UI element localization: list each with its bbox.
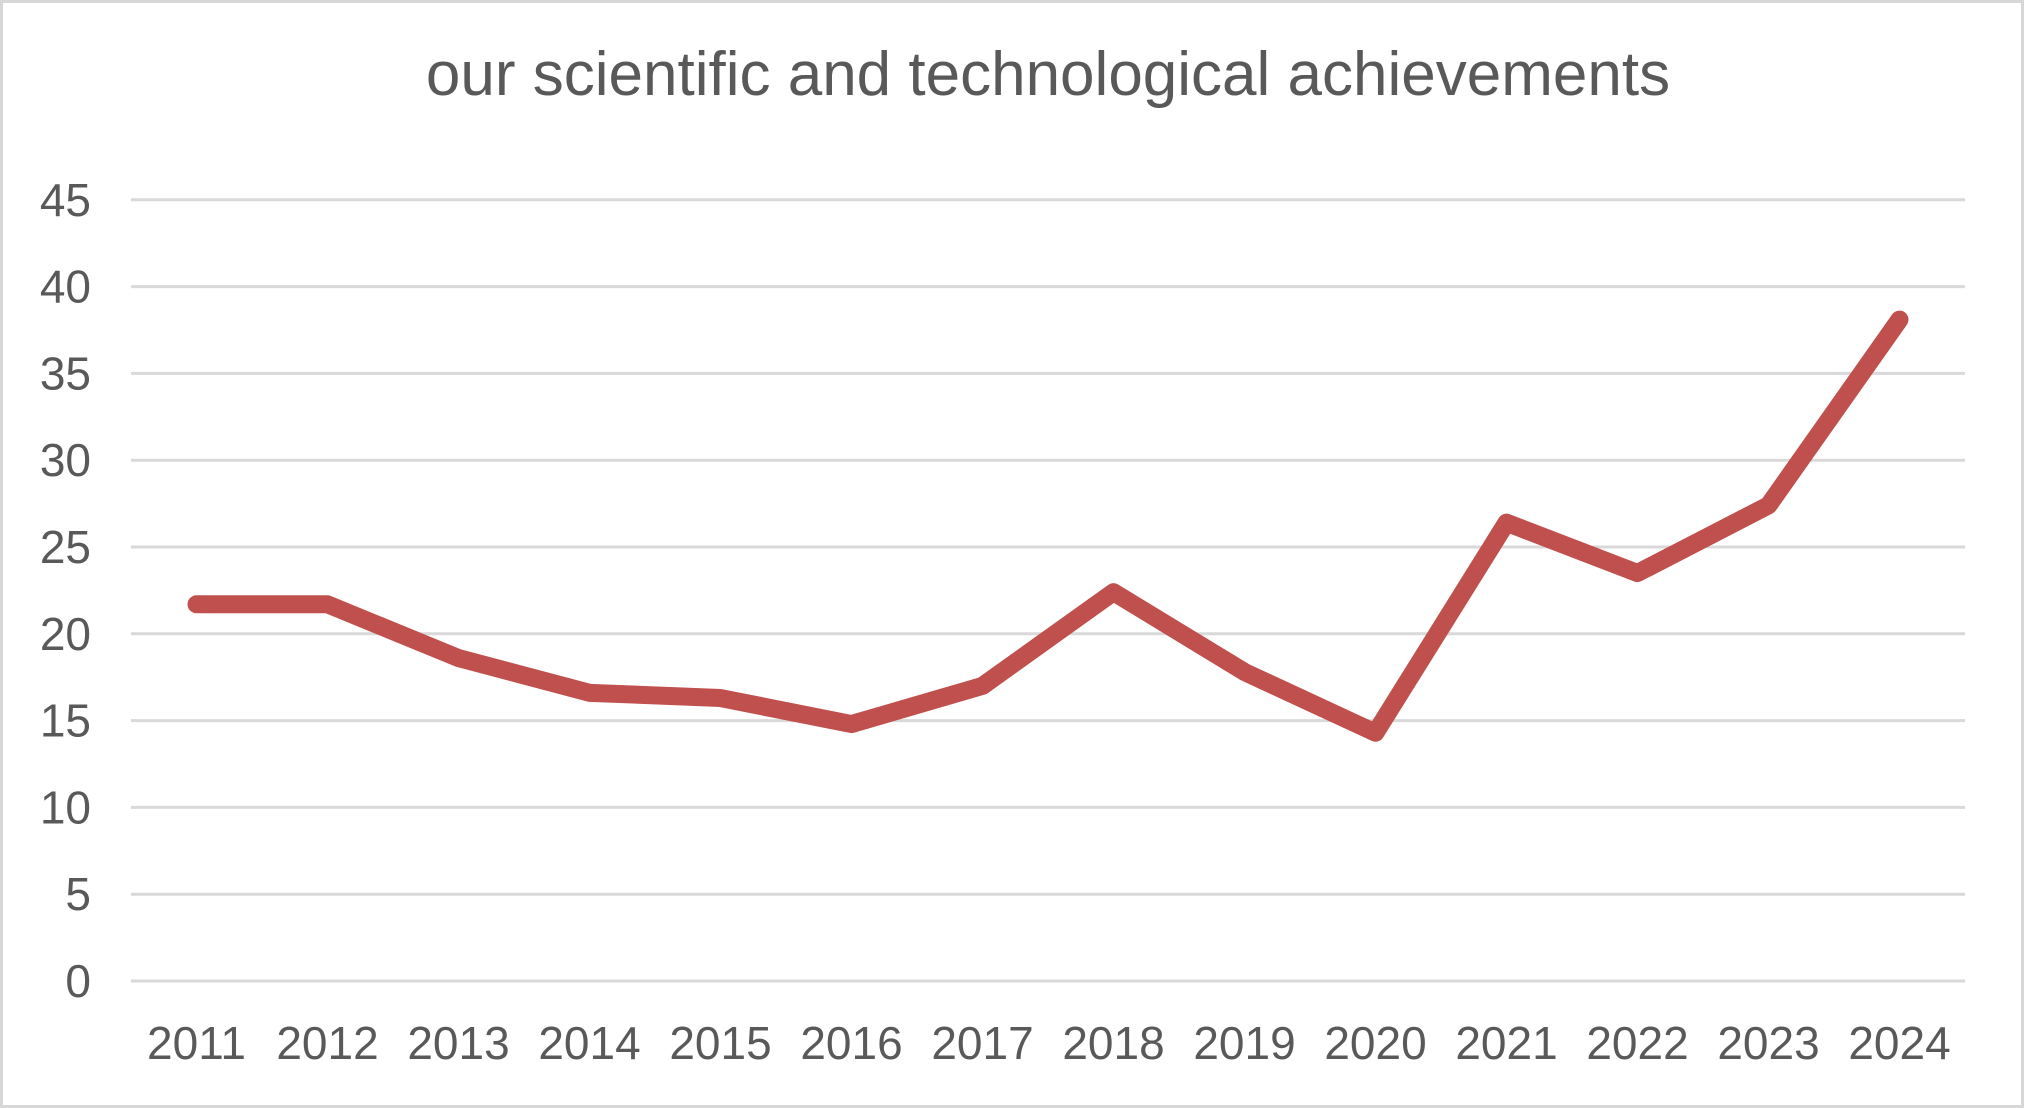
y-axis-tick-label: 5 [65,868,91,920]
y-axis-tick-label: 35 [40,347,91,399]
x-axis-tick-label: 2021 [1455,1017,1557,1069]
x-axis-tick-label: 2020 [1324,1017,1426,1069]
x-axis-tick-label: 2023 [1717,1017,1819,1069]
y-axis-tick-label: 10 [40,781,91,833]
x-axis-tick-label: 2022 [1586,1017,1688,1069]
y-axis-tick-label: 20 [40,608,91,660]
x-axis-tick-label: 2012 [276,1017,378,1069]
y-axis-tick-label: 0 [65,955,91,1007]
x-axis-tick-label: 2018 [1062,1017,1164,1069]
y-axis-tick-label: 15 [40,695,91,747]
x-axis-tick-label: 2016 [800,1017,902,1069]
chart-title: our scientific and technological achieve… [425,40,1671,109]
x-axis-tick-label: 2011 [147,1017,246,1069]
y-axis-tick-label: 40 [40,261,91,313]
x-axis-tick-label: 2017 [931,1017,1033,1069]
x-axis-tick-label: 2014 [538,1017,640,1069]
y-axis-tick-label: 30 [40,434,91,486]
x-axis-tick-label: 2019 [1193,1017,1295,1069]
x-axis-tick-label: 2015 [669,1017,771,1069]
y-axis-tick-label: 45 [40,174,91,226]
line-chart-plot: 0 5 10 15 20 25 30 35 40 45 2011 2012 2013 2014 2015 20… [40,174,1965,1069]
data-series-line [187,310,1909,742]
y-axis-tick-label: 25 [40,521,91,573]
x-axis-tick-label: 2013 [407,1017,509,1069]
x-axis-tick-label: 2024 [1848,1017,1950,1069]
